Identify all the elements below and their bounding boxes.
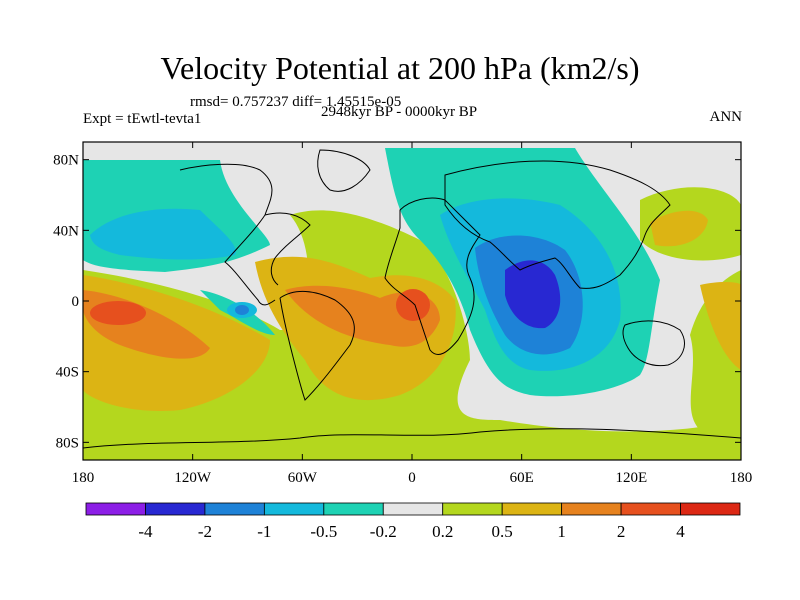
asia-coast [444,160,671,289]
x-tick-label: 60E [510,470,534,486]
colorbar-level-label: 2 [617,522,626,541]
colorbar-level-label: -0.5 [310,522,337,541]
y-tick-label: 40S [56,365,79,381]
x-axis: 180 120W 60W 0 60E 120E 180 [72,142,753,486]
colorbar-level-label: 1 [557,522,566,541]
colorbar-level-label: -1 [257,522,271,541]
y-tick-label: 80N [53,153,79,169]
north-america-east-coast [264,212,311,286]
south-america-coast [279,291,355,401]
colorbar-swatch [323,502,384,516]
colorbar-swatch [442,502,503,516]
season-label: ANN [709,109,743,125]
colorbar-swatch [382,502,444,516]
x-tick-label: 180 [730,470,753,486]
australia-coast [622,320,685,367]
positive-core-2-pacific [90,301,146,325]
y-tick-label: 40N [53,223,79,239]
y-tick-label: 0 [72,294,80,310]
colorbar-level-label: -4 [138,522,153,541]
colorbar-swatch [501,502,563,516]
colorbar-level-label: 0.2 [432,522,453,541]
rmsd-diff-text: rmsd= 0.757237 diff= 1.45515e-05 [190,94,402,110]
x-tick-label: 180 [72,470,95,486]
colorbar-swatch [204,502,265,516]
x-tick-label: 60W [288,470,318,486]
colorbar-level-label: -0.2 [370,522,397,541]
positive-band-0.5-east [700,281,741,370]
contour-fill-layer [83,142,741,460]
colorbar-swatch [85,502,146,516]
colorbar-level-label: 4 [676,522,685,541]
colorbar-swatch [620,502,681,516]
colorbar-swatch [561,502,622,516]
y-axis: 80N 40N 0 40S 80S [53,153,741,451]
colorbar-swatch [263,502,325,516]
colorbar-level-label: 0.5 [492,522,513,541]
colorbar: -4 -2 -1 -0.5 -0.2 0.2 0.5 1 2 4 [85,502,741,541]
y-tick-label: 80S [56,435,79,451]
north-america-coast [179,163,276,306]
colorbar-swatch [680,502,741,516]
negative-band-0.5-north [90,208,236,260]
colorbar-level-label: -2 [198,522,212,541]
positive-band-0.5-japan [650,210,708,247]
europe-africa-coast [384,197,481,355]
experiment-label: Expt = tEwtl-tevta1 [83,111,202,127]
period-label: 2948kyr BP - 0000kyr BP [321,104,478,120]
colorbar-swatch [145,502,206,516]
x-tick-label: 0 [408,470,416,486]
negative-core-2-indian [505,260,561,329]
antarctica-coast [83,428,741,449]
x-tick-label: 120E [615,470,647,486]
coastlines [83,149,741,449]
negative-core-1-eastpac [235,305,249,315]
x-tick-label: 120W [174,470,212,486]
greenland-coast [317,149,371,192]
chart-title: Velocity Potential at 200 hPa (km2/s) [160,50,640,86]
positive-core-2-atlantic [396,289,430,321]
